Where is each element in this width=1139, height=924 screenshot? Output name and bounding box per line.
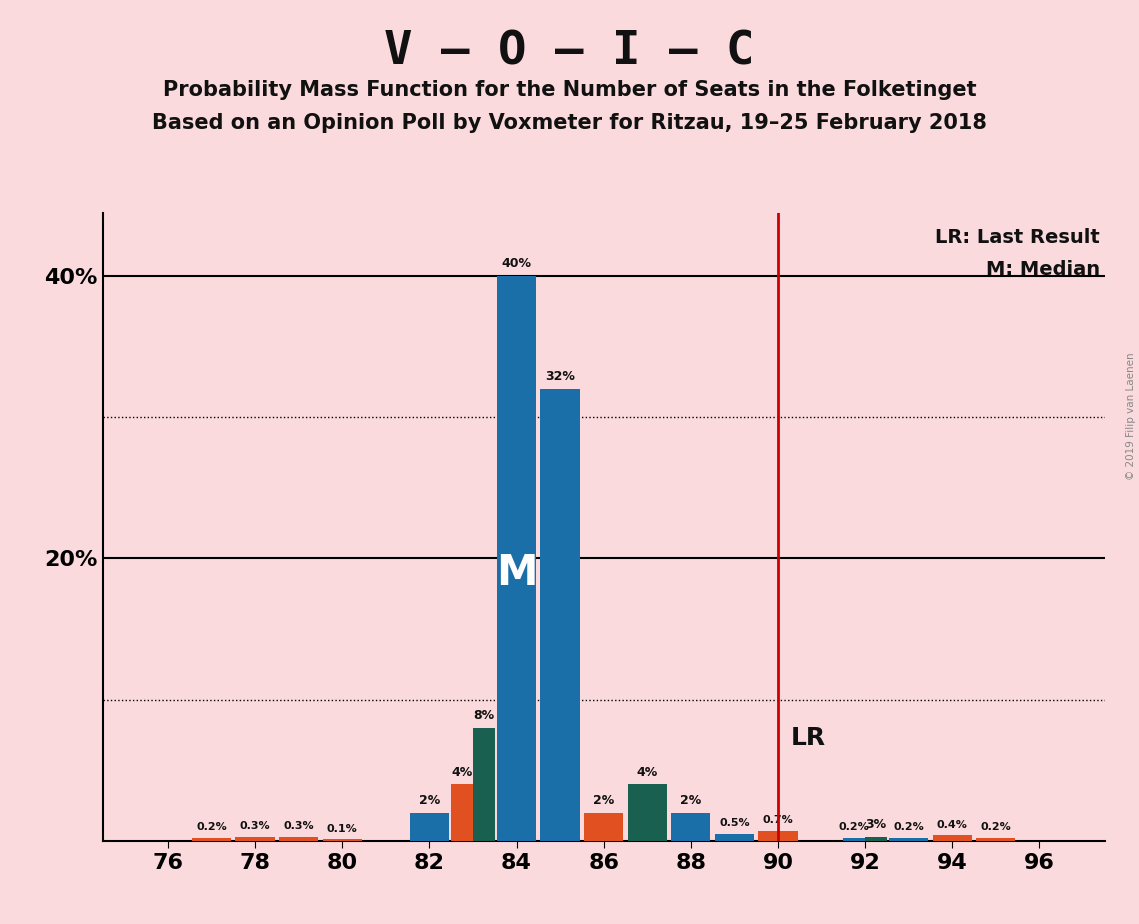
Bar bbox=[843, 838, 866, 841]
Text: 32%: 32% bbox=[546, 371, 575, 383]
Text: 3%: 3% bbox=[866, 818, 886, 831]
Text: 8%: 8% bbox=[474, 710, 494, 723]
Bar bbox=[410, 812, 449, 841]
Bar bbox=[890, 838, 928, 841]
Text: 0.3%: 0.3% bbox=[284, 821, 314, 831]
Text: 2%: 2% bbox=[419, 794, 440, 807]
Text: 0.2%: 0.2% bbox=[893, 822, 924, 833]
Text: 2%: 2% bbox=[680, 794, 702, 807]
Bar bbox=[584, 812, 623, 841]
Text: 0.4%: 0.4% bbox=[937, 820, 968, 830]
Text: Based on an Opinion Poll by Voxmeter for Ritzau, 19–25 February 2018: Based on an Opinion Poll by Voxmeter for… bbox=[153, 113, 986, 133]
Bar bbox=[541, 389, 580, 841]
Bar bbox=[191, 838, 231, 841]
Text: 0.5%: 0.5% bbox=[719, 818, 749, 828]
Text: 40%: 40% bbox=[501, 258, 532, 271]
Bar bbox=[933, 835, 972, 841]
Text: 0.3%: 0.3% bbox=[239, 821, 270, 831]
Bar bbox=[671, 812, 711, 841]
Text: M: Median: M: Median bbox=[985, 260, 1100, 279]
Text: 4%: 4% bbox=[637, 766, 658, 779]
Bar bbox=[322, 839, 362, 841]
Text: Probability Mass Function for the Number of Seats in the Folketinget: Probability Mass Function for the Number… bbox=[163, 80, 976, 101]
Text: © 2019 Filip van Laenen: © 2019 Filip van Laenen bbox=[1125, 352, 1136, 480]
Bar bbox=[866, 836, 887, 841]
Text: LR: Last Result: LR: Last Result bbox=[935, 228, 1100, 248]
Bar bbox=[236, 836, 274, 841]
Bar bbox=[497, 276, 536, 841]
Text: 4%: 4% bbox=[451, 766, 473, 779]
Text: 0.2%: 0.2% bbox=[981, 822, 1011, 833]
Text: M: M bbox=[495, 552, 538, 593]
Text: 2%: 2% bbox=[593, 794, 614, 807]
Bar bbox=[976, 838, 1016, 841]
Text: LR: LR bbox=[792, 725, 826, 749]
Bar bbox=[279, 836, 318, 841]
Bar bbox=[715, 833, 754, 841]
Text: 0.7%: 0.7% bbox=[763, 815, 794, 825]
Text: 0.2%: 0.2% bbox=[196, 822, 227, 833]
Bar bbox=[451, 784, 473, 841]
Text: 0.2%: 0.2% bbox=[839, 822, 869, 833]
Bar bbox=[759, 831, 797, 841]
Text: V – O – I – C: V – O – I – C bbox=[384, 30, 755, 75]
Bar bbox=[473, 728, 494, 841]
Bar bbox=[628, 784, 666, 841]
Text: 0.1%: 0.1% bbox=[327, 824, 358, 833]
